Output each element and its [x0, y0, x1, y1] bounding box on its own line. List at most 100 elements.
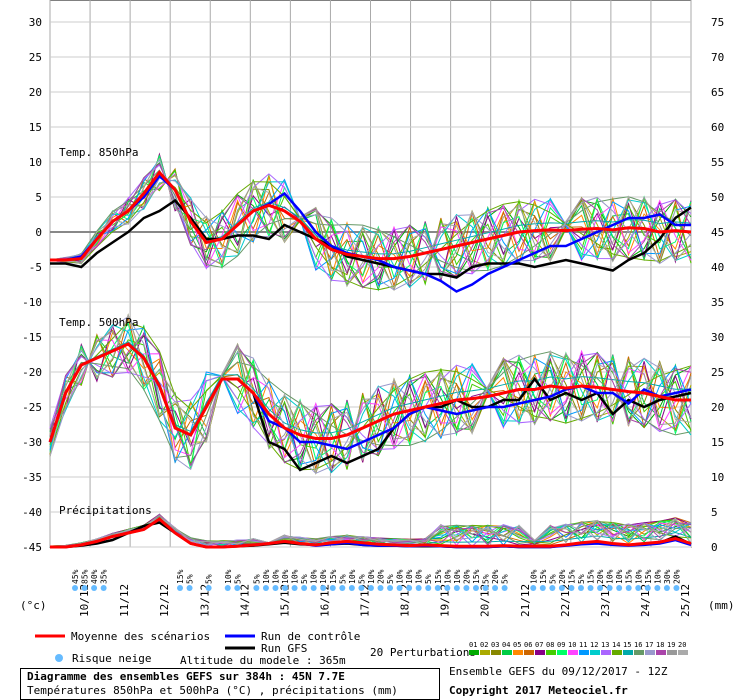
snow-risk-pct: 20% [558, 569, 567, 584]
snowflake-icon [644, 585, 651, 591]
snow-risk-pct: 10% [606, 569, 615, 584]
left-tick-label: 15 [29, 121, 42, 134]
snow-risk-pct: 35% [100, 569, 109, 584]
snow-risk-pct: 10% [415, 569, 424, 584]
perturbation-swatch [645, 650, 655, 655]
snowflake-icon [625, 585, 632, 591]
snow-risk-pct: 15% [567, 569, 576, 584]
snowflake-icon [549, 585, 556, 591]
legend-label-snow: Risque neige [72, 652, 151, 665]
right-tick-label: 50 [711, 191, 724, 204]
snow-risk-pct: 10% [281, 569, 290, 584]
snowflake-icon [348, 585, 355, 591]
snowflake-icon [81, 585, 88, 591]
snow-risk-pct: 5% [300, 574, 309, 584]
perturbation-line-500 [49, 324, 692, 474]
snow-risk-pct: 20% [462, 569, 471, 584]
snowflake-icon [673, 585, 680, 591]
perturbation-line-850 [49, 172, 692, 285]
info-title: Diagramme des ensembles GEFS sur 384h : … [27, 670, 345, 683]
legend-label-gfs: Run GFS [261, 642, 307, 655]
date-label: 19/12 [439, 584, 452, 617]
date-label: 21/12 [519, 584, 532, 617]
snowflake-icon [186, 585, 193, 591]
left-tick-label: 20 [29, 86, 42, 99]
legend-label-perturbations: 20 Perturbations [370, 646, 476, 659]
snow-risk-pct: 5% [482, 574, 491, 584]
date-label: 16/12 [318, 584, 331, 617]
date-label: 10/12 [78, 584, 91, 617]
snowflake-icon [310, 585, 317, 591]
altitude-label: Altitude du modele : 365m [180, 654, 346, 667]
right-tick-label: 25 [711, 366, 724, 379]
snow-risk-pct: 10% [453, 569, 462, 584]
snow-risk-pct: 10% [319, 569, 328, 584]
right-tick-label: 35 [711, 296, 724, 309]
perturbation-id: 18 [656, 641, 664, 649]
snowflake-icon [654, 585, 661, 591]
snowflake-icon [234, 585, 241, 591]
snowflake-icon [472, 585, 479, 591]
perturbation-id: 12 [590, 641, 598, 649]
snow-risk-pct: 10% [348, 569, 357, 584]
snowflake-icon [558, 585, 565, 591]
perturbation-id: 17 [645, 641, 653, 649]
snow-risk-pct: 15% [625, 569, 634, 584]
snowflake-icon [616, 585, 623, 591]
perturbation-swatch [590, 650, 600, 655]
perturbation-id: 11 [579, 641, 587, 649]
snow-risk-pct: 85% [81, 569, 90, 584]
snow-risk-pct: 10% [653, 569, 662, 584]
snow-risk-pct: 30% [663, 569, 672, 584]
snowflake-icon [320, 585, 327, 591]
run-info: Ensemble GEFS du 09/12/2017 - 12Z [449, 665, 668, 678]
snow-risk-pct: 10% [271, 569, 280, 584]
right-tick-label: 30 [711, 331, 724, 344]
left-tick-label: -35 [22, 471, 42, 484]
right-tick-label: 60 [711, 121, 724, 134]
snowflake-icon [425, 585, 432, 591]
snowflake-icon [272, 585, 279, 591]
snowflake-icon [253, 585, 260, 591]
snowflake-icon [100, 585, 107, 591]
snow-risk-pct: 5% [252, 574, 261, 584]
date-label: 12/12 [158, 584, 171, 617]
snowflake-icon [663, 585, 670, 591]
perturbation-id: 20 [678, 641, 686, 649]
right-tick-label: 40 [711, 261, 724, 274]
snowflake-icon [339, 585, 346, 591]
snow-risk-pct: 5% [357, 574, 366, 584]
date-label: 13/12 [198, 584, 211, 617]
snow-risk-pct: 40% [90, 569, 99, 584]
perturbation-id: 19 [667, 641, 675, 649]
snow-risk-pct: 20% [491, 569, 500, 584]
perturbation-line-precip [49, 514, 692, 548]
perturbation-swatch [667, 650, 677, 655]
snowflake-icon [577, 585, 584, 591]
perturbation-line-500 [49, 313, 692, 474]
snow-risk-pct: 15% [644, 569, 653, 584]
perturbation-id: 16 [634, 641, 642, 649]
perturbation-line-500 [49, 339, 692, 467]
snow-risk-pct: 10% [443, 569, 452, 584]
perturbation-line-850 [49, 177, 692, 291]
snow-risk-pct: 5% [386, 574, 395, 584]
snowflake-icon [72, 585, 78, 591]
snow-risk-pct: 5% [205, 574, 214, 584]
date-label: 22/12 [559, 584, 572, 617]
info-box: Diagramme des ensembles GEFS sur 384h : … [20, 668, 440, 700]
left-tick-label: -30 [22, 436, 42, 449]
perturbation-swatch [601, 650, 611, 655]
perturbation-lines [49, 152, 692, 548]
perturbation-swatch [678, 650, 688, 655]
perturbation-id: 10 [568, 641, 576, 649]
snowflake-icon [482, 585, 489, 591]
snowflake-icon [539, 585, 546, 591]
left-unit: (°c) [20, 599, 47, 612]
perturbation-swatch [656, 650, 666, 655]
snowflake-icon [282, 585, 289, 591]
snow-risk-row: 45% 85% 40% 35% 15% 5% 5% 10% 5% 5% 10% 10% 10% 10% 5%… [71, 569, 681, 591]
snow-risk-pct: 5% [186, 574, 195, 584]
perturbation-swatch [568, 650, 578, 655]
